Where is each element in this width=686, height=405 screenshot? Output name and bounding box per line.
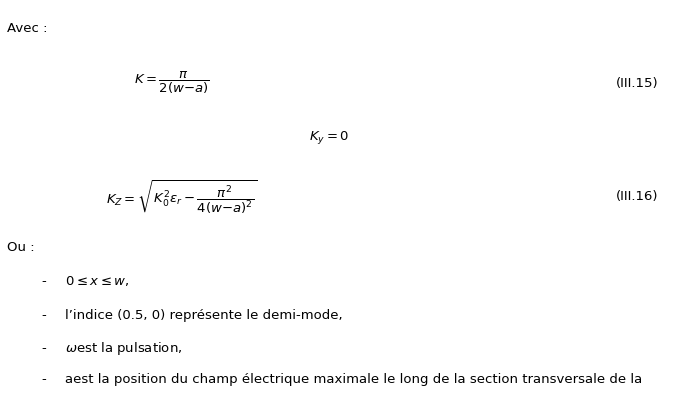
Text: -: - — [41, 275, 46, 288]
Text: $K = \dfrac{\pi}{2(w{-}a)}$: $K = \dfrac{\pi}{2(w{-}a)}$ — [134, 70, 209, 96]
Text: $0 \leq x \leq w,$: $0 \leq x \leq w,$ — [65, 275, 130, 288]
Text: -: - — [41, 342, 46, 355]
Text: $\omega$est la pulsation,: $\omega$est la pulsation, — [65, 340, 182, 357]
Text: $K_Z = \sqrt{K_0^2\varepsilon_r - \dfrac{\pi^2}{4(w{-}a)^2}}$: $K_Z = \sqrt{K_0^2\varepsilon_r - \dfrac… — [106, 178, 258, 215]
Text: -: - — [41, 373, 46, 386]
Text: Avec :: Avec : — [7, 22, 47, 35]
Text: $K_y = 0$: $K_y = 0$ — [309, 129, 349, 146]
Text: (III.15): (III.15) — [616, 77, 659, 90]
Text: -: - — [41, 309, 46, 322]
Text: l’indice (0.5, 0) représente le demi-mode,: l’indice (0.5, 0) représente le demi-mod… — [65, 309, 343, 322]
Text: (III.16): (III.16) — [616, 190, 659, 203]
Text: Ou :: Ou : — [7, 241, 34, 254]
Text: aest la position du champ électrique maximale le long de la section transversale: aest la position du champ électrique max… — [65, 373, 642, 386]
